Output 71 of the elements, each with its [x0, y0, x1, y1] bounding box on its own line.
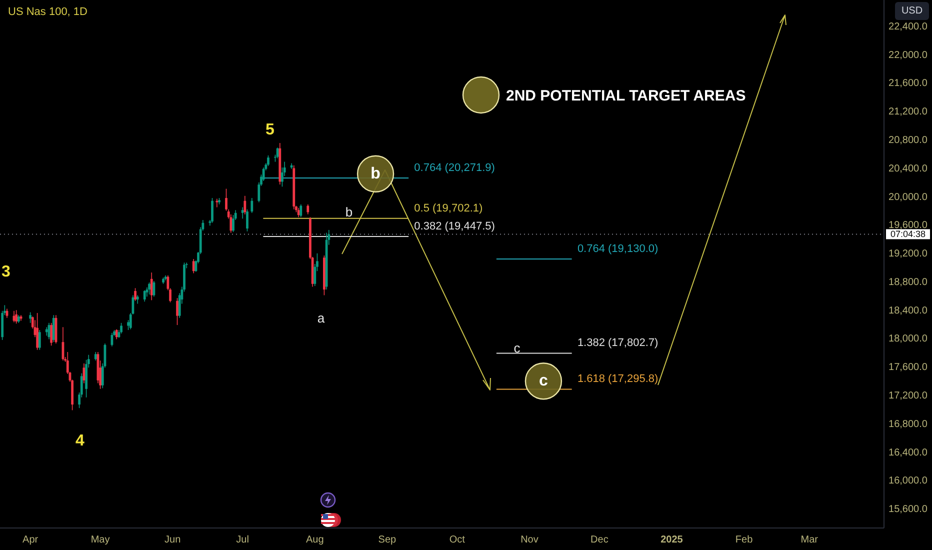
series-label: 1.382 (17,802.7) — [577, 337, 658, 350]
candlestick — [134, 288, 136, 302]
x-tick-label: Nov — [520, 534, 538, 546]
y-tick-label: 19,600.0 — [888, 220, 928, 232]
candlestick — [250, 198, 254, 214]
candlestick — [15, 310, 18, 324]
y-tick-label: 21,200.0 — [888, 106, 928, 118]
annotation: c — [514, 340, 521, 356]
candlestick — [306, 204, 310, 215]
x-tick-label: Dec — [590, 534, 608, 546]
x-tick-label: Aug — [306, 534, 324, 546]
y-tick-label: 16,400.0 — [888, 447, 928, 458]
candlestick — [120, 322, 122, 334]
candlestick — [52, 314, 55, 342]
candlestick — [115, 328, 118, 340]
x-tick-label: 2025 — [660, 534, 684, 546]
text: USD — [901, 6, 923, 16]
y-tick-label: 17,200.0 — [888, 390, 928, 402]
candlestick — [267, 155, 270, 166]
annotation: 5 — [266, 122, 275, 138]
y-tick-label: 18,000.0 — [888, 334, 928, 345]
y-tick-label: 21,600.0 — [888, 78, 928, 90]
annotation: b — [370, 165, 381, 182]
candlestick — [211, 198, 214, 224]
x-tick-label: May — [90, 534, 110, 546]
x-tick-label: Jul — [236, 534, 249, 546]
series-label: 0.764 (20,271.9) — [414, 162, 495, 174]
annotation: 3 — [2, 264, 11, 280]
y-tick-label: 18,800.0 — [888, 276, 928, 288]
candlestick — [230, 214, 232, 234]
text: 07:04:38 — [890, 229, 926, 240]
series-label: 1.618 (17,295.8) — [577, 373, 658, 386]
y-tick-label: 20,800.0 — [888, 135, 928, 146]
candlestick — [244, 195, 246, 215]
y-tick-label: 22,000.0 — [888, 50, 928, 61]
candlestick — [143, 290, 146, 302]
series-label: 0.764 (19,130.0) — [577, 243, 658, 256]
candlestick — [36, 312, 39, 350]
x-tick-label: Oct — [449, 534, 466, 546]
x-tick-label: Mar — [800, 534, 819, 546]
x-tick-label: Feb — [735, 534, 754, 546]
candlestick — [246, 208, 248, 232]
y-tick-label: 15,600.0 — [888, 504, 928, 516]
candlestick — [50, 322, 53, 346]
y-tick-label: 16,800.0 — [888, 418, 928, 430]
candlestick — [152, 280, 156, 298]
y-tick-label: 16,000.0 — [888, 476, 928, 487]
candlestick — [29, 312, 32, 324]
x-tick-label: Sep — [378, 534, 397, 546]
candlestick — [38, 330, 41, 350]
annotation: c — [539, 372, 548, 390]
y-tick-label: 18,400.0 — [888, 305, 928, 316]
text: US Nas 100, 1D — [8, 6, 88, 18]
x-tick-label: Apr — [22, 534, 39, 546]
candlestick — [216, 198, 218, 208]
y-tick-label: 22,400.0 — [888, 21, 928, 32]
candlestick — [148, 282, 150, 295]
annotation: a — [317, 310, 326, 326]
series-label: 0.5 (19,702.1) — [414, 202, 483, 214]
x-tick-label: Jun — [164, 534, 181, 546]
candlestick — [241, 206, 244, 219]
annotation: b — [345, 204, 353, 220]
series-label: 0.382 (19,447.5) — [414, 220, 495, 232]
candlestick — [300, 204, 302, 218]
y-tick-label: 20,400.0 — [888, 163, 928, 174]
candlestick — [176, 298, 178, 326]
annotation: 2ND POTENTIAL TARGET AREAS — [506, 88, 746, 104]
y-tick-label: 20,000.0 — [888, 192, 928, 203]
y-tick-label: 19,200.0 — [888, 248, 928, 260]
annotation: 4 — [76, 432, 85, 450]
y-tick-label: 17,600.0 — [888, 362, 928, 374]
